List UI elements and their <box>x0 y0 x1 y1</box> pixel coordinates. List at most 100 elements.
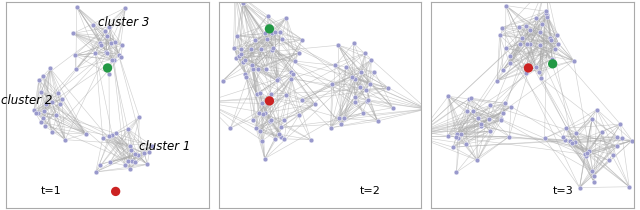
Point <box>102 34 112 37</box>
Point <box>107 133 117 137</box>
Point <box>515 42 525 46</box>
Point <box>47 100 57 103</box>
Point <box>293 51 303 55</box>
Point <box>546 38 556 41</box>
Point <box>326 83 337 86</box>
Point <box>231 56 241 60</box>
Point <box>255 91 266 94</box>
Point <box>462 110 472 113</box>
Point <box>111 132 121 135</box>
Point <box>615 122 625 126</box>
Point <box>355 85 365 88</box>
Point <box>350 77 360 80</box>
Point <box>514 25 524 29</box>
Point <box>495 33 505 37</box>
Point <box>582 151 592 155</box>
Point <box>363 98 373 101</box>
Point <box>521 24 531 28</box>
Point <box>126 148 136 152</box>
Point <box>624 185 634 188</box>
Point <box>306 138 316 142</box>
Point <box>70 54 81 57</box>
Point <box>246 63 257 67</box>
Point <box>218 79 228 83</box>
Point <box>266 118 276 122</box>
Point <box>282 16 292 19</box>
Point <box>260 157 270 160</box>
Point <box>261 68 271 71</box>
Point <box>500 102 510 105</box>
Point <box>120 6 131 9</box>
Point <box>238 1 248 5</box>
Point <box>617 136 627 139</box>
Point <box>98 136 108 140</box>
Point <box>589 180 599 184</box>
Point <box>53 91 63 94</box>
Point <box>266 92 276 96</box>
Point <box>276 38 287 41</box>
Point <box>540 136 550 140</box>
Point <box>349 95 360 98</box>
Point <box>276 126 287 129</box>
Point <box>116 55 126 59</box>
Point <box>31 111 41 114</box>
Point <box>142 163 152 166</box>
Point <box>248 118 258 121</box>
Point <box>88 23 98 26</box>
Point <box>117 43 127 47</box>
Point <box>524 66 534 70</box>
Point <box>101 51 111 54</box>
Point <box>253 67 263 70</box>
Point <box>584 150 595 153</box>
Point <box>463 97 474 101</box>
Point <box>104 25 115 29</box>
Point <box>264 99 275 102</box>
Point <box>104 134 115 137</box>
Point <box>120 164 130 167</box>
Point <box>580 152 590 156</box>
Point <box>597 130 607 133</box>
Point <box>335 122 346 125</box>
Point <box>106 58 116 61</box>
Point <box>531 16 541 20</box>
Point <box>496 118 506 121</box>
Point <box>228 46 239 49</box>
Point <box>123 159 133 163</box>
Point <box>267 49 277 52</box>
Point <box>587 170 597 173</box>
Point <box>124 145 134 148</box>
Point <box>627 139 637 142</box>
Point <box>498 111 508 114</box>
Point <box>279 137 289 140</box>
Point <box>297 98 307 101</box>
Point <box>525 43 535 46</box>
Text: cluster 3: cluster 3 <box>98 16 149 29</box>
Point <box>369 70 380 73</box>
Point <box>496 118 506 122</box>
Point <box>240 72 250 75</box>
Point <box>453 136 463 139</box>
Text: t=3: t=3 <box>552 186 573 196</box>
Point <box>548 62 558 66</box>
Point <box>285 70 296 74</box>
Point <box>366 58 376 62</box>
Point <box>270 137 280 140</box>
Point <box>416 130 426 133</box>
Point <box>536 22 547 25</box>
Point <box>456 133 466 136</box>
Point <box>278 118 289 122</box>
Point <box>51 113 61 117</box>
Point <box>356 71 366 74</box>
Point <box>536 76 546 80</box>
Point <box>110 40 120 43</box>
Point <box>360 51 371 55</box>
Point <box>96 43 106 46</box>
Point <box>580 153 590 156</box>
Point <box>56 102 66 106</box>
Point <box>504 62 515 65</box>
Point <box>333 116 344 119</box>
Point <box>517 36 527 39</box>
Point <box>560 138 570 142</box>
Point <box>545 37 556 40</box>
Point <box>236 53 246 56</box>
